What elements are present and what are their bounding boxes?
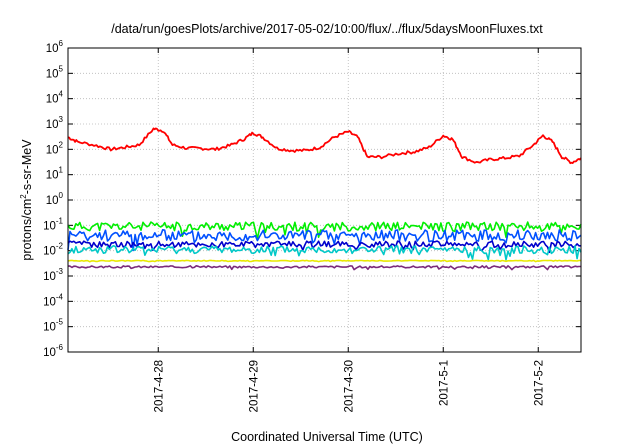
x-tick-label: 2017-4-28 — [153, 360, 165, 412]
series-line-5 — [67, 245, 582, 261]
y-tick-label: 10-4 — [43, 292, 63, 308]
y-tick-label: 102 — [46, 140, 64, 156]
y-tick-label: 101 — [46, 166, 64, 182]
series-line-2 — [67, 221, 582, 240]
x-tick-label: 2017-4-30 — [343, 360, 355, 412]
series-line-7 — [68, 265, 581, 271]
x-axis-label: Coordinated Universal Time (UTC) — [231, 430, 423, 444]
x-tick-label: 2017-4-29 — [248, 360, 260, 412]
y-tick-label: 10-6 — [43, 343, 63, 359]
y-tick-label: 104 — [46, 90, 64, 106]
y-tick-labels: 106 105 104 103 102 101 100 10-1 10-2 10-3 10-4 10-… — [43, 39, 63, 359]
y-tick-label: 10-1 — [43, 216, 63, 232]
grid-lines — [68, 47, 581, 353]
series-group — [67, 127, 582, 271]
chart-title: /data/run/goesPlots/archive/2017-05-02/1… — [111, 22, 543, 36]
x-tick-label: 2017-5-1 — [438, 360, 450, 406]
y-axis-label: protons/cm2-s-sr-MeV — [19, 139, 34, 261]
series-line-6 — [67, 259, 582, 263]
y-tick-label: 10-2 — [43, 242, 63, 258]
series-line-1 — [67, 127, 582, 165]
y-tick-label: 10-3 — [43, 267, 63, 283]
x-tick-labels: 2017-4-28 2017-4-29 2017-4-30 2017-5-1 2017-… — [153, 360, 545, 412]
y-tick-label: 105 — [46, 64, 64, 80]
y-tick-label: 100 — [46, 191, 64, 207]
plot-frame — [67, 47, 582, 353]
y-tick-label: 106 — [46, 39, 64, 55]
y-tick-label: 10-5 — [43, 318, 63, 334]
x-tick-label: 2017-5-2 — [533, 360, 545, 406]
y-tick-label: 103 — [46, 115, 64, 131]
series-line-3 — [67, 229, 582, 252]
